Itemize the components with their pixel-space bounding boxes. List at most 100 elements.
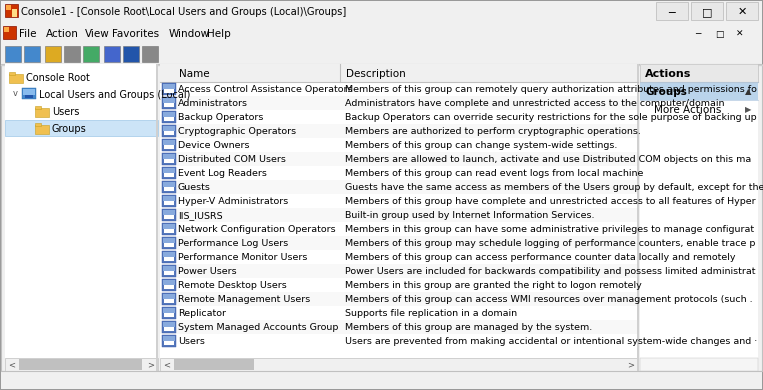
Bar: [164, 285, 169, 289]
Bar: [35, 123, 41, 126]
Bar: [163, 252, 175, 257]
Bar: [156, 64, 158, 371]
Bar: [5, 46, 21, 62]
Bar: [169, 299, 174, 303]
Text: Console1 - [Console Root\Local Users and Groups (Local)\Groups]: Console1 - [Console Root\Local Users and…: [21, 7, 346, 17]
Bar: [164, 327, 169, 331]
Bar: [1, 64, 762, 371]
Text: Event Log Readers: Event Log Readers: [178, 169, 267, 178]
Text: Action: Action: [47, 29, 79, 39]
Bar: [640, 64, 758, 82]
Text: Backup Operators can override security restrictions for the sole purpose of back: Backup Operators can override security r…: [345, 113, 757, 122]
Bar: [163, 112, 175, 117]
Text: Power Users: Power Users: [178, 267, 237, 276]
Bar: [160, 82, 638, 96]
Bar: [160, 222, 638, 236]
Bar: [160, 306, 638, 320]
Text: ─: ─: [695, 30, 700, 39]
Bar: [164, 173, 169, 177]
Text: Description: Description: [346, 69, 406, 79]
Bar: [163, 154, 175, 159]
Bar: [4, 27, 9, 32]
Bar: [1, 43, 762, 65]
Text: Administrators: Administrators: [178, 99, 248, 108]
Bar: [160, 334, 638, 348]
Bar: [5, 358, 158, 371]
Bar: [45, 46, 61, 62]
Bar: [640, 64, 758, 371]
Bar: [164, 257, 169, 261]
Bar: [35, 125, 49, 134]
Bar: [162, 181, 176, 193]
Text: Console Root: Console Root: [26, 73, 90, 83]
Text: Members of this group can access WMI resources over management protocols (such .: Members of this group can access WMI res…: [345, 295, 752, 304]
Bar: [169, 285, 174, 289]
Text: Backup Operators: Backup Operators: [178, 113, 263, 122]
Bar: [163, 168, 175, 173]
Text: Name: Name: [179, 69, 210, 79]
Bar: [12, 9, 17, 17]
Text: >: >: [627, 360, 635, 369]
Text: IIS_IUSRS: IIS_IUSRS: [178, 211, 223, 220]
Text: <: <: [163, 360, 170, 369]
Bar: [160, 138, 638, 152]
Text: Power Users are included for backwards compatibility and possess limited adminis: Power Users are included for backwards c…: [345, 267, 755, 276]
Bar: [23, 89, 35, 95]
Bar: [164, 243, 169, 247]
Bar: [163, 84, 175, 89]
Bar: [160, 194, 638, 208]
Text: Replicator: Replicator: [178, 309, 226, 318]
Bar: [160, 124, 638, 138]
Bar: [1, 23, 762, 43]
Text: Members are authorized to perform cryptographic operations.: Members are authorized to perform crypto…: [345, 127, 641, 136]
Bar: [163, 294, 175, 299]
Bar: [163, 238, 175, 243]
Text: □: □: [715, 30, 723, 39]
Bar: [22, 88, 36, 99]
Text: Members of this group have complete and unrestricted access to all features of H: Members of this group have complete and …: [345, 197, 755, 206]
Text: Hyper-V Administrators: Hyper-V Administrators: [178, 197, 288, 206]
Text: Help: Help: [208, 29, 231, 39]
Text: Network Configuration Operators: Network Configuration Operators: [178, 225, 336, 234]
Bar: [169, 89, 174, 93]
Bar: [163, 336, 175, 341]
Bar: [164, 89, 169, 93]
Bar: [169, 173, 174, 177]
Bar: [164, 159, 169, 163]
Text: Window: Window: [169, 29, 210, 39]
Text: Performance Log Users: Performance Log Users: [178, 239, 288, 248]
Bar: [163, 322, 175, 327]
Bar: [162, 237, 176, 249]
Text: Actions: Actions: [645, 69, 691, 79]
Bar: [104, 46, 120, 62]
Text: Groups: Groups: [645, 87, 687, 97]
Bar: [123, 46, 139, 62]
Bar: [169, 187, 174, 191]
Bar: [160, 236, 638, 250]
Bar: [163, 140, 175, 145]
Bar: [164, 229, 169, 233]
Text: Performance Monitor Users: Performance Monitor Users: [178, 253, 307, 262]
Bar: [35, 106, 41, 109]
Bar: [1, 1, 762, 23]
Text: ✕: ✕: [736, 30, 744, 39]
Bar: [169, 229, 174, 233]
Text: ▲: ▲: [745, 87, 752, 96]
Bar: [164, 145, 169, 149]
Bar: [83, 46, 99, 62]
Text: Users are prevented from making accidental or intentional system-wide changes an: Users are prevented from making accident…: [345, 337, 757, 346]
Bar: [162, 321, 176, 333]
Text: □: □: [702, 7, 712, 17]
Bar: [162, 83, 176, 95]
Text: Supports file replication in a domain: Supports file replication in a domain: [345, 309, 517, 318]
Text: Remote Desktop Users: Remote Desktop Users: [178, 281, 287, 290]
Text: File: File: [19, 29, 37, 39]
Bar: [162, 265, 176, 277]
Bar: [35, 108, 49, 117]
Text: Members of this group can remotely query authorization attributes and permission: Members of this group can remotely query…: [345, 85, 757, 94]
Bar: [163, 224, 175, 229]
Bar: [160, 320, 638, 334]
Bar: [164, 131, 169, 135]
Bar: [169, 201, 174, 205]
Bar: [164, 117, 169, 121]
